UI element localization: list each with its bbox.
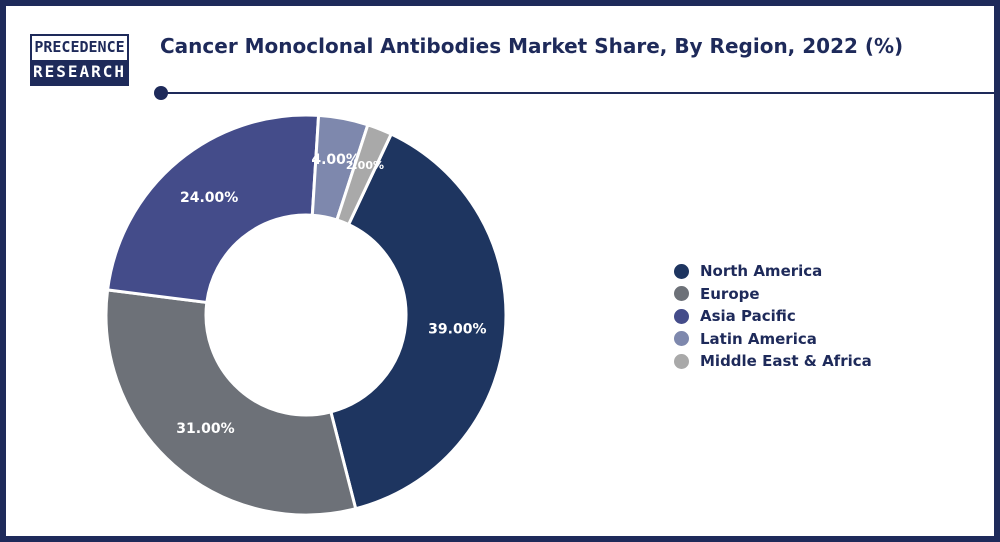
data-label-asia-pacific: 24.00% [180,190,238,206]
logo-line-2: RESEARCH [32,60,127,84]
chart-legend: North America Europe Asia Pacific Latin Ame… [674,260,872,373]
chart-title: Cancer Monoclonal Antibodies Market Shar… [160,34,904,58]
legend-swatch [674,331,689,347]
title-underline [160,92,998,94]
legend-label: Latin America [700,329,817,348]
title-underline-dot [154,86,168,100]
legend-item-latin-america: Latin America [674,328,872,351]
legend-swatch [674,308,689,324]
slice-middle-east-and-africa [335,122,394,227]
slice-asia-pacific [105,113,321,305]
legend-item-europe: Europe [674,283,872,306]
legend-label: Middle East & Africa [700,352,872,371]
legend-label: Asia Pacific [700,307,796,326]
logo-line-1: PRECEDENCE [34,38,125,56]
slice-north-america [329,132,508,511]
legend-item-middle-east-and-africa: Middle East & Africa [674,350,872,373]
data-label-north-america: 39.00% [428,321,486,337]
legend-label: Europe [700,284,760,303]
brand-logo: PRECEDENCE RESEARCH [30,34,129,86]
legend-swatch [674,263,689,279]
legend-label: North America [700,262,823,281]
data-label-latin-america: 4.00% [311,152,360,168]
slice-europe [104,288,358,517]
data-label-middle-east-and-africa: 2.00% [346,159,384,172]
data-label-europe: 31.00% [176,421,234,437]
legend-swatch [674,353,689,369]
legend-swatch [674,286,689,302]
legend-item-asia-pacific: Asia Pacific [674,305,872,328]
legend-item-north-america: North America [674,260,872,283]
